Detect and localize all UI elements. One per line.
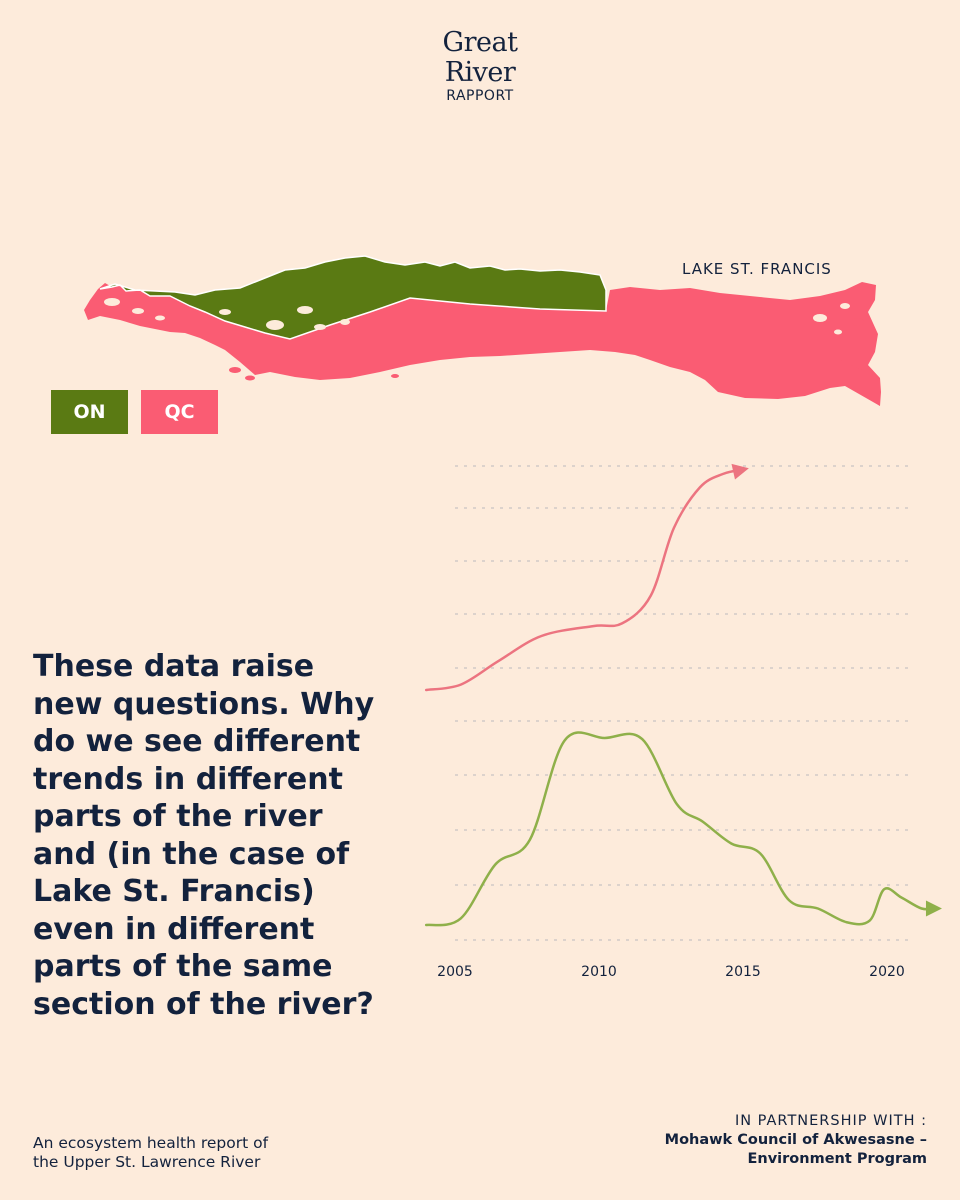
- map-on-lakes: [219, 306, 350, 330]
- brand-line-2: River: [444, 57, 516, 88]
- map-on-region: [99, 255, 607, 340]
- brand-line-3: RAPPORT: [446, 88, 514, 104]
- series-line-top: [424, 468, 745, 692]
- question-text: These data raise new questions. Why do w…: [33, 649, 375, 1022]
- trend-chart: 2005 2010 2015 2020: [424, 463, 942, 980]
- x-tick-label: 2015: [725, 964, 761, 980]
- x-tick-label: 2010: [581, 964, 617, 980]
- series-arrow-bottom: [925, 900, 942, 917]
- map-qc-region: [84, 282, 881, 406]
- partner-tag: IN PARTNERSHIP WITH :: [734, 1113, 927, 1129]
- series-layer: [424, 463, 942, 927]
- partner-line-2: Environment Program: [747, 1151, 928, 1167]
- footer-report: An ecosystem health report of the Upper …: [33, 1134, 268, 1172]
- footer-report-line-2: the Upper St. Lawrence River: [33, 1153, 261, 1171]
- footer-report-line-1: An ecosystem health report of: [33, 1134, 269, 1152]
- partner-line-1: Mohawk Council of Akwesasne –: [664, 1132, 927, 1148]
- series-line-bottom: [424, 731, 938, 927]
- map-label-lake: LAKE ST. FRANCIS: [682, 260, 832, 278]
- brand-line-1: Great: [442, 27, 518, 58]
- map-qc-shoals: [104, 298, 850, 335]
- x-axis-ticks: 2005 2010 2015 2020: [437, 964, 905, 980]
- legend-qc: QC: [141, 390, 218, 434]
- x-tick-label: 2005: [437, 964, 473, 980]
- grid-top: [455, 465, 910, 669]
- legend-on: ON: [51, 390, 128, 434]
- map-qc-islands: [229, 318, 864, 381]
- brand-logo: Great River RAPPORT: [380, 27, 580, 105]
- grid-bottom: [455, 720, 910, 941]
- series-arrow-top: [731, 463, 749, 480]
- footer-partner: IN PARTNERSHIP WITH : Mohawk Council of …: [665, 1112, 927, 1169]
- lake-map: [84, 255, 881, 406]
- x-tick-label: 2020: [869, 964, 905, 980]
- map-qc-tail: [835, 360, 880, 406]
